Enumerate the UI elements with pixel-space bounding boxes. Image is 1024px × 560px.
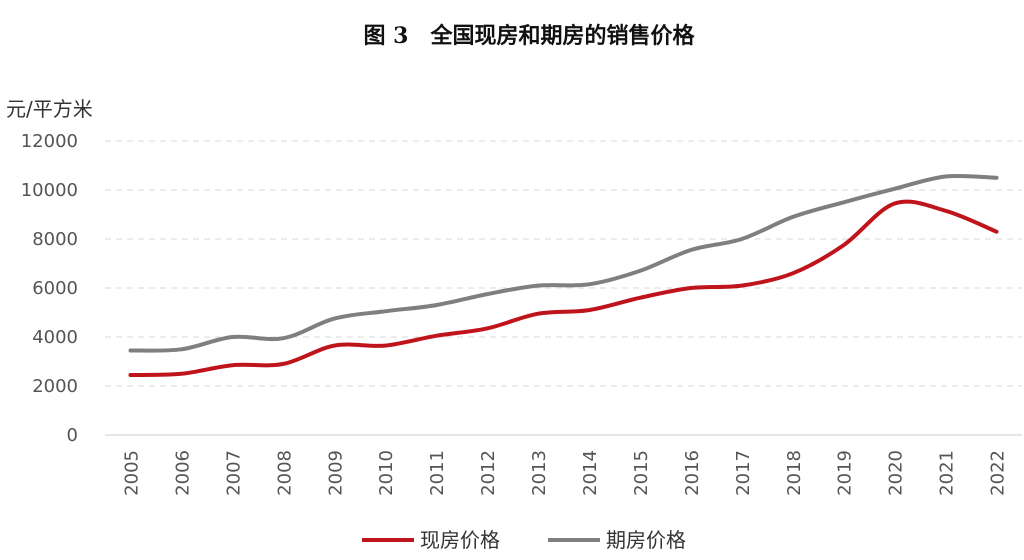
x-tick-label: 2012 bbox=[478, 450, 499, 496]
y-tick-label: 0 bbox=[67, 425, 78, 446]
y-tick-label: 10000 bbox=[21, 180, 78, 201]
x-tick-label: 2015 bbox=[631, 450, 652, 496]
gridlines bbox=[105, 140, 1022, 436]
x-axis-ticks: 2005 2006 2007 2008 2009 2010 2011 2012 2013 2014… bbox=[121, 450, 1008, 496]
x-tick-label: 2020 bbox=[886, 450, 907, 496]
x-tick-label: 2019 bbox=[835, 450, 856, 496]
x-tick-label: 2016 bbox=[682, 450, 703, 496]
x-tick-label: 2013 bbox=[529, 450, 550, 496]
x-tick-label: 2017 bbox=[733, 450, 754, 496]
legend-label: 期房价格 bbox=[606, 528, 686, 552]
x-tick-label: 2005 bbox=[121, 450, 142, 496]
y-tick-label: 6000 bbox=[32, 278, 78, 299]
x-tick-label: 2007 bbox=[223, 450, 244, 496]
x-tick-label: 2011 bbox=[427, 450, 448, 496]
x-tick-label: 2022 bbox=[988, 450, 1009, 496]
x-tick-label: 2010 bbox=[376, 450, 397, 496]
y-tick-label: 8000 bbox=[32, 229, 78, 250]
y-axis-ticks: 0 2000 4000 6000 8000 10000 12000 bbox=[21, 131, 78, 446]
x-tick-label: 2021 bbox=[937, 450, 958, 496]
series-line-presale-price bbox=[128, 173, 999, 353]
x-tick-label: 2009 bbox=[325, 450, 346, 496]
legend: 现房价格 期房价格 bbox=[362, 528, 686, 552]
series-line-spot-price bbox=[128, 199, 999, 377]
series-lines bbox=[128, 173, 999, 377]
y-axis-unit-label: 元/平方米 bbox=[6, 97, 93, 121]
x-tick-label: 2008 bbox=[274, 450, 295, 496]
chart-title: 图 3 全国现房和期房的销售价格 bbox=[364, 23, 696, 49]
x-tick-label: 2014 bbox=[580, 450, 601, 496]
y-tick-label: 12000 bbox=[21, 131, 78, 152]
x-tick-label: 2018 bbox=[784, 450, 805, 496]
y-tick-label: 4000 bbox=[32, 327, 78, 348]
y-tick-label: 2000 bbox=[32, 376, 78, 397]
legend-label: 现房价格 bbox=[420, 528, 500, 552]
x-tick-label: 2006 bbox=[172, 450, 193, 496]
